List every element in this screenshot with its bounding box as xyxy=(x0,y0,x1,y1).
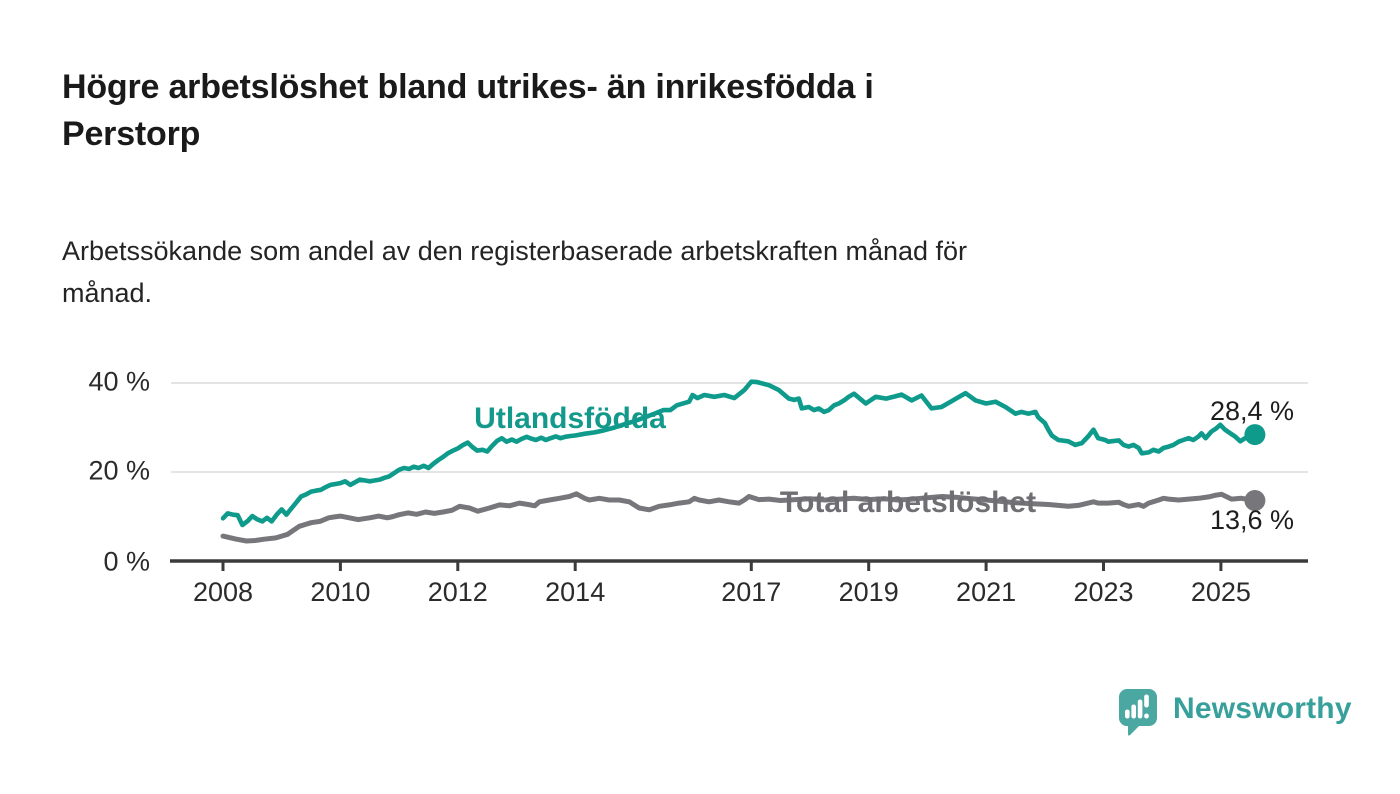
x-tick-label-2023: 2023 xyxy=(1073,577,1134,607)
bar-1 xyxy=(1125,709,1130,719)
bar-2 xyxy=(1131,704,1136,719)
y-tick-label-40: 40 % xyxy=(88,366,150,397)
brand-name: Newsworthy xyxy=(1173,692,1352,725)
x-tick-label-2017: 2017 xyxy=(721,577,782,607)
x-tick-label-2021: 2021 xyxy=(956,577,1017,607)
x-tick-label-2012: 2012 xyxy=(427,577,488,607)
x-tick-label-2019: 2019 xyxy=(838,577,899,607)
chart-subtitle-line2: månad. xyxy=(62,278,153,308)
y-tick-label-0: 0 % xyxy=(103,546,150,577)
x-tick-label-2010: 2010 xyxy=(310,577,371,607)
exclamation-stem xyxy=(1144,694,1149,708)
series-label-utlandsfodda: Utlandsfödda xyxy=(474,402,666,435)
y-tick-label-20: 20 % xyxy=(88,455,150,486)
series-label-total-arbetsloshet: Total arbetslöshet xyxy=(779,486,1037,519)
series-end-dot-total xyxy=(1244,490,1266,511)
end-value-label-utlandsfodda: 28,4 % xyxy=(1209,396,1294,426)
chart-title: Högre arbetslöshet bland utrikes- än inr… xyxy=(62,64,874,158)
x-tick-label-2014: 2014 xyxy=(545,577,606,607)
series-line-utlandsfodda xyxy=(220,379,1258,528)
series-end-dot-utlandsfodda xyxy=(1244,424,1266,446)
chart-subtitle: Arbetssökande som andel av den registerb… xyxy=(62,230,967,314)
x-tick-label-2008: 2008 xyxy=(192,577,254,607)
x-tick-label-2025: 2025 xyxy=(1190,577,1251,607)
chart-subtitle-line1: Arbetssökande som andel av den registerb… xyxy=(62,236,968,266)
chart-title-line2: Perstorp xyxy=(62,115,201,153)
chart-title-line1: Högre arbetslöshet bland utrikes- än inr… xyxy=(62,68,874,106)
newsworthy-bubble-bar-chart-icon xyxy=(1118,689,1157,736)
end-value-label-total: 13,6 % xyxy=(1209,505,1294,535)
newsworthy-logo: Newsworthy xyxy=(1118,688,1352,738)
series-line-total xyxy=(220,491,1258,544)
exclamation-dot xyxy=(1144,713,1149,719)
bar-3 xyxy=(1137,699,1143,719)
